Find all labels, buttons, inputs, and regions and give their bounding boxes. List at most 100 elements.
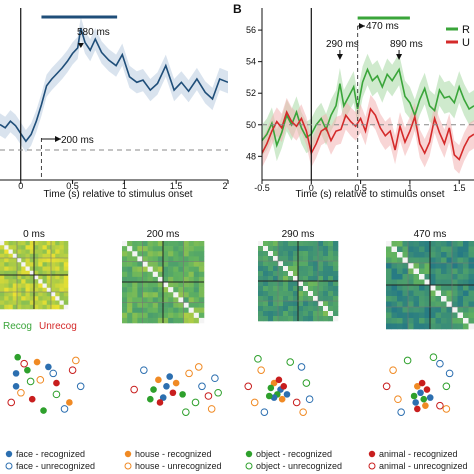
matrix-cell [391, 274, 398, 280]
matrix-cell [419, 312, 425, 319]
matrix-cell [408, 312, 414, 319]
matrix-cell [313, 281, 319, 287]
panel-c-similarity-matrices: 0 ms 200 ms 290 ms 470 ms [0, 229, 474, 330]
matrix-cell [413, 301, 420, 308]
matrix-cell [463, 252, 469, 258]
matrix-cell [137, 282, 143, 288]
matrix-cell [0, 275, 5, 280]
matrix-cell [198, 246, 205, 252]
matrix-cell [55, 270, 60, 276]
matrix-cell [258, 251, 264, 257]
matrix-cell [8, 275, 14, 280]
matrix-cell [21, 270, 26, 276]
point-animal-recognized [280, 383, 288, 390]
matrix-cell [408, 263, 414, 269]
matrix-cell [25, 249, 31, 255]
matrix-cell [147, 282, 154, 288]
matrix-cell [17, 279, 22, 284]
matrix-cell [283, 281, 289, 287]
matrix-cell [268, 251, 274, 257]
matrix-cell [193, 266, 200, 273]
matrix-cell [303, 241, 309, 247]
matrix-cell [424, 252, 431, 258]
matrix-cell [391, 246, 398, 253]
matrix-cell [318, 251, 324, 257]
matrix-cell [8, 279, 14, 284]
matrix-cell [8, 253, 14, 259]
point-animal-recognized [423, 386, 431, 393]
matrix-cell [38, 262, 43, 267]
matrix-cell [12, 249, 18, 255]
matrix-cell [46, 258, 52, 263]
matrix-cell [157, 261, 164, 267]
matrix-cell [419, 296, 425, 302]
matrix-cell [452, 301, 458, 308]
panel-b-x-tick-label: 0.5 [354, 183, 367, 193]
matrix-cell [452, 312, 458, 319]
matrix-cell [463, 279, 469, 286]
matrix-cell [413, 252, 420, 258]
matrix-cell [55, 300, 60, 306]
matrix-cell [183, 307, 189, 314]
matrix-cell [173, 241, 179, 247]
matrix-cell [397, 252, 403, 258]
matrix-cell [288, 306, 294, 312]
matrix-cell [132, 302, 138, 308]
matrix-cell [435, 323, 442, 330]
point-house-unrecognized [389, 366, 397, 374]
matrix-cell [157, 302, 164, 308]
matrix-cell [293, 246, 299, 252]
matrix-cell [268, 291, 274, 297]
matrix-cell [402, 323, 409, 330]
point-object-unrecognized [403, 356, 412, 365]
matrix-cell [21, 266, 26, 272]
matrix-cell [446, 312, 453, 319]
matrix-cell [293, 251, 299, 257]
matrix-cell [188, 266, 195, 273]
matrix-cell [263, 276, 269, 282]
matrix-cell [46, 296, 52, 301]
matrix-cell [402, 312, 409, 319]
matrix-cell [193, 317, 200, 324]
matrix-cell [424, 290, 431, 297]
point-animal-recognized [28, 395, 36, 403]
matrix-cell [25, 245, 31, 250]
matrix-cell [183, 317, 189, 324]
matrix-cell [308, 241, 314, 247]
point-house-recognized [270, 379, 278, 387]
matrix-cell [29, 258, 35, 263]
matrix-cell [298, 276, 304, 282]
matrix-cell [308, 296, 314, 302]
panel-b-y-tick-label: 50 [246, 120, 256, 130]
matrix-cell [183, 241, 189, 247]
matrix-cell [468, 263, 474, 269]
point-object-unrecognized [182, 408, 190, 416]
matrix-cell [157, 282, 164, 288]
matrix-cell [273, 271, 279, 277]
matrix-cell [51, 266, 56, 272]
matrix-cell [34, 245, 39, 250]
matrix-cell [34, 249, 39, 255]
matrix-cell [430, 263, 436, 269]
matrix-cell [446, 323, 453, 330]
matrix-cell [468, 296, 474, 302]
matrix-cell [463, 246, 469, 253]
matrix-cell [397, 307, 403, 313]
matrix-cell [318, 301, 324, 307]
matrix-cell [46, 241, 52, 246]
matrix-cell [152, 271, 159, 278]
matrix-cell [173, 246, 179, 252]
panel-a-onset-annotation: 200 ms [61, 135, 94, 146]
matrix-cell [278, 296, 284, 302]
matrix-cell [293, 316, 299, 322]
matrix-cell [313, 301, 319, 307]
matrix-cell [303, 291, 309, 297]
matrix-cell [137, 271, 143, 278]
matrix-cell [34, 275, 39, 280]
matrix-cell [328, 296, 334, 302]
matrix-cell [21, 292, 26, 297]
matrix-cell [408, 274, 414, 280]
matrix-cell [402, 268, 409, 275]
matrix-cell [298, 271, 304, 277]
matrix-title-3: 470 ms [414, 229, 447, 240]
